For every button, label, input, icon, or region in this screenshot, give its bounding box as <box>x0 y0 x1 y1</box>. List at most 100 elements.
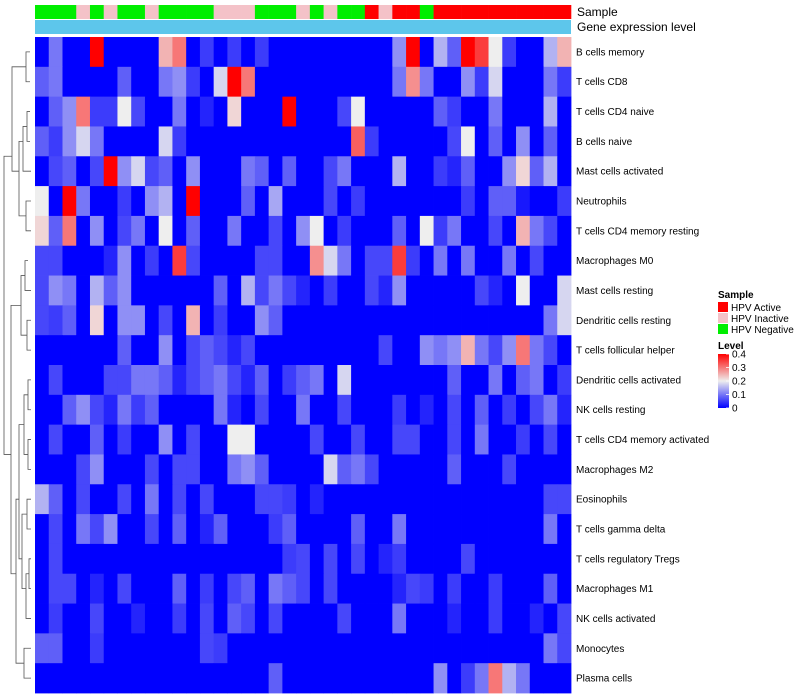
sample-annotation-cell <box>296 5 311 19</box>
heatmap-cell <box>254 156 270 187</box>
heatmap-cell <box>378 424 393 455</box>
heatmap-cell <box>48 603 63 634</box>
heatmap-cell <box>461 275 476 306</box>
heatmap-cell <box>282 603 297 634</box>
heatmap-cell <box>199 96 215 127</box>
level-tick-label: 0 <box>732 404 738 415</box>
heatmap-cell <box>103 633 118 664</box>
heatmap-cell <box>529 484 544 515</box>
heatmap-cell <box>502 514 517 545</box>
heatmap-cell <box>392 275 407 306</box>
heatmap-cell <box>337 633 352 664</box>
row-label: B cells memory <box>576 47 644 58</box>
heatmap-cell <box>199 335 215 366</box>
heatmap-cell <box>254 365 270 396</box>
heatmap-cell <box>76 663 91 694</box>
heatmap-cell <box>227 37 242 68</box>
heatmap-cell <box>516 305 531 336</box>
heatmap-cell <box>213 365 228 396</box>
heatmap-cell <box>392 66 407 98</box>
heatmap-cell <box>296 126 311 157</box>
heatmap-cell <box>502 186 517 217</box>
heatmap-cell <box>241 156 256 187</box>
heatmap-cell <box>227 573 242 604</box>
heatmap-cell <box>186 96 201 127</box>
heatmap-cell <box>323 603 338 634</box>
heatmap-cell <box>543 245 558 276</box>
heatmap-cell <box>309 126 325 157</box>
heatmap-cell <box>557 663 572 694</box>
heatmap-cell <box>461 245 476 276</box>
heatmap-cell <box>117 66 132 98</box>
sample-annotation-cell <box>543 5 558 19</box>
heatmap-cell <box>158 394 173 426</box>
heatmap-cell <box>378 37 393 68</box>
dendrogram-branch <box>25 200 31 232</box>
heatmap-cell <box>144 454 160 485</box>
heatmap-cell <box>364 215 379 247</box>
heatmap-cell <box>364 603 379 634</box>
heatmap-cell <box>323 633 338 664</box>
heatmap-cell <box>516 573 531 604</box>
heatmap-cell <box>309 543 325 575</box>
heatmap-cell <box>392 96 407 127</box>
heatmap-cell <box>378 245 393 276</box>
heatmap-cell <box>557 394 572 426</box>
heatmap-cell <box>254 454 270 485</box>
heatmap-cell <box>406 633 421 664</box>
heatmap-cell <box>62 573 77 604</box>
row-label: Dendritic cells resting <box>576 316 671 327</box>
heatmap-cell <box>337 245 352 276</box>
heatmap-cell <box>516 424 531 455</box>
heatmap-cell <box>268 394 283 426</box>
heatmap-cell <box>378 66 393 98</box>
heatmap-cell <box>282 573 297 604</box>
heatmap-cell <box>158 514 173 545</box>
row-label: Neutrophils <box>576 197 627 208</box>
sample-annotation-cell <box>557 5 572 19</box>
heatmap-cell <box>529 275 544 306</box>
heatmap-cell <box>268 215 283 247</box>
heatmap-cell <box>543 424 558 455</box>
heatmap-cell <box>323 126 338 157</box>
heatmap-cell <box>199 156 215 187</box>
heatmap-cell <box>227 633 242 664</box>
heatmap-cell <box>296 245 311 276</box>
heatmap-cell <box>158 126 173 157</box>
sample-annotation-label: Sample <box>577 5 618 19</box>
heatmap-cell <box>543 335 558 366</box>
heatmap-cell <box>76 156 91 187</box>
heatmap-cell <box>117 663 132 694</box>
heatmap-cell <box>488 37 503 68</box>
heatmap-cell <box>186 424 201 455</box>
heatmap-cell <box>543 186 558 217</box>
heatmap-cell <box>488 573 503 604</box>
heatmap-cell <box>364 126 379 157</box>
heatmap-cell <box>227 126 242 157</box>
heatmap-cell <box>282 514 297 545</box>
heatmap-cell <box>337 66 352 98</box>
dendrogram-branch <box>23 394 28 455</box>
heatmap-cell <box>364 454 379 485</box>
heatmap-cell <box>447 275 462 306</box>
level-tick-label: 0.3 <box>732 363 746 374</box>
heatmap-cell <box>419 663 434 694</box>
heatmap-cell <box>62 305 77 336</box>
heatmap-cell <box>419 215 434 247</box>
heatmap-cell <box>62 633 77 664</box>
heatmap-cell <box>227 186 242 217</box>
heatmap-cell <box>337 335 352 366</box>
heatmap-cell <box>529 156 544 187</box>
heatmap-cell <box>241 543 256 575</box>
heatmap-cell <box>144 365 160 396</box>
heatmap-cell <box>89 156 105 187</box>
heatmap-cell <box>447 454 462 485</box>
heatmap-cell <box>103 514 118 545</box>
heatmap-cell <box>76 186 91 217</box>
heatmap-cell <box>227 394 242 426</box>
heatmap-cell <box>103 96 118 127</box>
heatmap-cell <box>131 66 146 98</box>
heatmap-cell <box>406 573 421 604</box>
heatmap-cell <box>309 305 325 336</box>
heatmap-cell <box>433 335 448 366</box>
